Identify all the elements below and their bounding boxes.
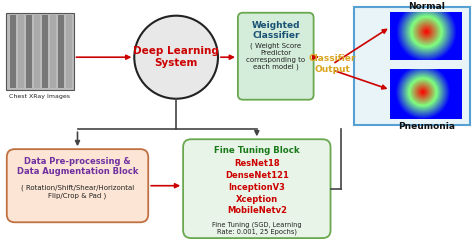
- Text: Xception: Xception: [236, 195, 278, 204]
- Text: MobileNetv2: MobileNetv2: [227, 206, 287, 215]
- Bar: [50, 15, 55, 88]
- Text: Chest XRay Images: Chest XRay Images: [9, 94, 70, 99]
- Bar: [26, 15, 32, 88]
- Text: InceptionV3: InceptionV3: [228, 183, 285, 192]
- Bar: [42, 15, 47, 88]
- Circle shape: [134, 16, 218, 99]
- FancyBboxPatch shape: [238, 13, 314, 100]
- Bar: [355, 7, 470, 125]
- Bar: [34, 15, 40, 88]
- Text: ( Weight Score
Predictor
corresponding to
each model ): ( Weight Score Predictor corresponding t…: [246, 42, 305, 70]
- Text: Pneumonia: Pneumonia: [398, 123, 455, 131]
- Text: Normal: Normal: [408, 2, 445, 11]
- Bar: [65, 15, 72, 88]
- Text: ResNet18: ResNet18: [234, 159, 280, 168]
- Text: Weighted
Classifier: Weighted Classifier: [252, 21, 300, 40]
- Bar: [57, 15, 64, 88]
- Bar: [10, 15, 16, 88]
- FancyBboxPatch shape: [183, 139, 330, 238]
- Text: Data Pre-processing &
Data Augmentation Block: Data Pre-processing & Data Augmentation …: [17, 157, 138, 176]
- Text: Classifier
Output: Classifier Output: [309, 54, 356, 74]
- Bar: [18, 15, 24, 88]
- Text: DenseNet121: DenseNet121: [225, 171, 289, 180]
- Text: ( Rotation/Shift/Shear/Horizontal
Flip/Crop & Pad ): ( Rotation/Shift/Shear/Horizontal Flip/C…: [21, 185, 134, 199]
- Text: Fine Tuning (SGD, Learning
Rate: 0.001, 25 Epochs): Fine Tuning (SGD, Learning Rate: 0.001, …: [212, 221, 301, 235]
- FancyBboxPatch shape: [7, 149, 148, 222]
- Text: Deep Learning
System: Deep Learning System: [133, 46, 219, 68]
- Bar: [6, 13, 73, 90]
- Text: Fine Tuning Block: Fine Tuning Block: [214, 146, 300, 155]
